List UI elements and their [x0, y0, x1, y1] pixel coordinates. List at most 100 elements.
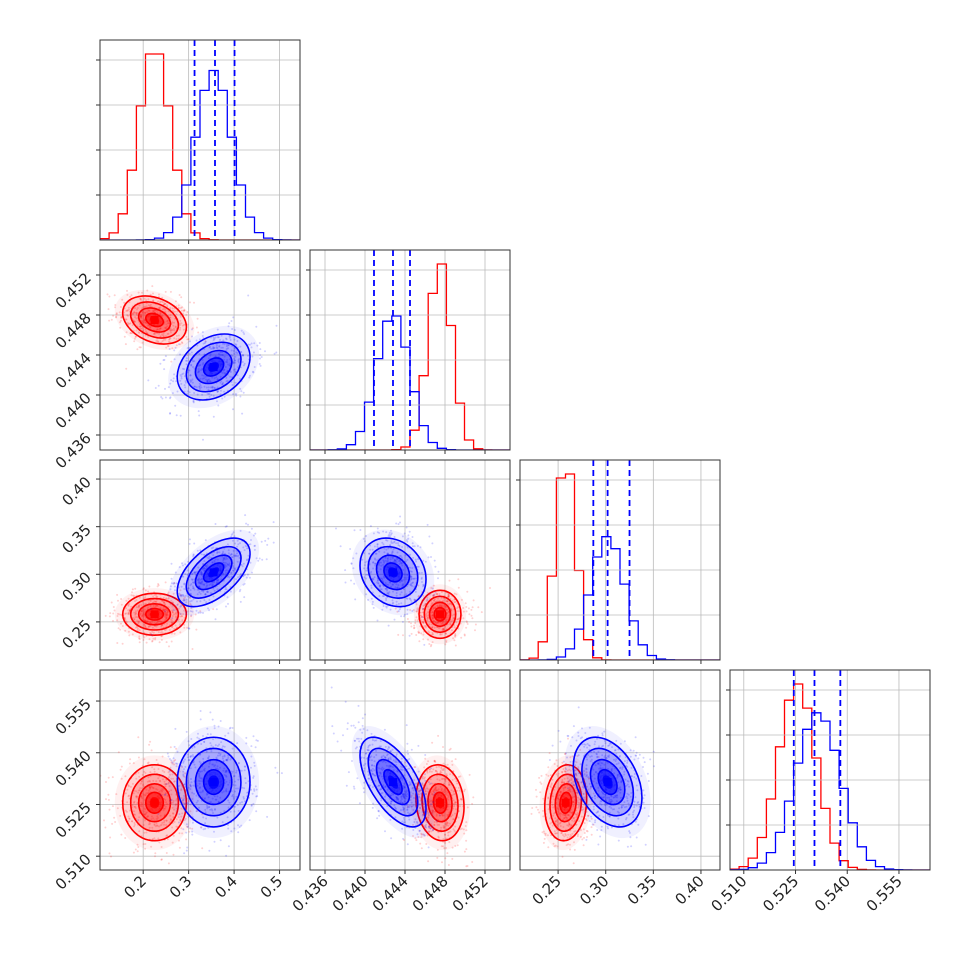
- scatter-point: [413, 545, 416, 548]
- scatter-point: [226, 563, 229, 565]
- scatter-point: [266, 815, 269, 818]
- scatter-point: [387, 547, 390, 550]
- scatter-point: [400, 602, 403, 605]
- scatter-point: [170, 793, 173, 796]
- scatter-point: [426, 616, 429, 619]
- scatter-point: [180, 595, 183, 598]
- scatter-point: [164, 396, 167, 399]
- scatter-point: [225, 376, 228, 379]
- scatter-point: [140, 317, 143, 320]
- scatter-point: [113, 294, 116, 297]
- scatter-point: [183, 583, 186, 586]
- scatter-point: [208, 598, 211, 601]
- scatter-point: [210, 583, 212, 585]
- scatter-point: [157, 620, 159, 623]
- scatter-point: [193, 360, 196, 363]
- panel-3-1: [309, 669, 511, 874]
- scatter-point: [194, 571, 196, 573]
- scatter-point: [380, 588, 383, 591]
- scatter-point: [230, 571, 233, 574]
- scatter-point: [236, 552, 238, 555]
- scatter-point: [420, 847, 423, 850]
- scatter-point: [155, 600, 158, 603]
- scatter-point: [147, 304, 150, 307]
- scatter-point: [239, 350, 242, 353]
- scatter-point: [386, 557, 389, 560]
- scatter-point: [149, 621, 152, 624]
- scatter-point: [432, 607, 435, 610]
- scatter-point: [126, 321, 129, 324]
- scatter-point: [146, 289, 149, 292]
- scatter-point: [233, 568, 236, 571]
- scatter-point: [131, 324, 134, 327]
- scatter-point: [164, 581, 167, 584]
- scatter-point: [219, 338, 221, 341]
- scatter-point: [378, 550, 381, 553]
- scatter-point: [430, 603, 433, 606]
- scatter-point: [142, 588, 145, 591]
- scatter-point: [198, 414, 201, 417]
- tick-label-x: 0.4: [211, 872, 241, 902]
- scatter-point: [221, 383, 224, 386]
- scatter-point: [201, 374, 204, 377]
- scatter-point: [408, 621, 411, 623]
- scatter-point: [125, 612, 128, 615]
- scatter-point: [389, 558, 392, 561]
- scatter-point: [146, 762, 149, 765]
- scatter-point: [167, 386, 170, 389]
- scatter-point: [428, 631, 431, 634]
- scatter-point: [120, 777, 123, 780]
- scatter-point: [133, 805, 136, 808]
- scatter-point: [242, 354, 244, 357]
- scatter-point: [376, 579, 379, 582]
- scatter-point: [133, 337, 136, 340]
- scatter-point: [151, 620, 154, 623]
- scatter-point: [162, 609, 165, 612]
- scatter-point: [160, 635, 163, 638]
- scatter-point: [152, 299, 155, 302]
- scatter-point: [432, 617, 435, 619]
- scatter-point: [429, 645, 432, 648]
- scatter-point: [433, 594, 436, 597]
- scatter-point: [153, 333, 155, 336]
- scatter-point: [151, 626, 154, 629]
- scatter-point: [390, 533, 393, 536]
- scatter-point: [401, 580, 404, 582]
- scatter-point: [139, 325, 142, 328]
- scatter-point: [409, 598, 412, 601]
- scatter-point: [209, 353, 212, 356]
- scatter-point: [421, 615, 423, 618]
- scatter-point: [437, 621, 440, 624]
- scatter-point: [417, 595, 420, 598]
- scatter-point: [420, 576, 423, 579]
- scatter-point: [378, 584, 381, 587]
- scatter-point: [141, 615, 143, 618]
- scatter-point: [156, 595, 159, 598]
- scatter-point: [414, 590, 417, 593]
- scatter-point: [206, 584, 209, 587]
- scatter-point: [127, 611, 130, 614]
- scatter-point: [451, 614, 454, 617]
- scatter-point: [116, 807, 119, 810]
- scatter-point: [144, 328, 147, 331]
- scatter-point: [205, 378, 207, 381]
- scatter-point: [373, 545, 376, 548]
- scatter-point: [174, 325, 177, 328]
- scatter-point: [177, 334, 180, 337]
- scatter-point: [358, 802, 361, 805]
- scatter-point: [138, 332, 141, 334]
- panel-1-0: [96, 249, 301, 454]
- scatter-point: [471, 606, 474, 609]
- scatter-point: [449, 622, 452, 624]
- scatter-point: [139, 613, 142, 616]
- scatter-point: [153, 332, 156, 335]
- scatter-point: [170, 789, 173, 792]
- scatter-point: [223, 368, 226, 371]
- scatter-point: [208, 395, 211, 398]
- scatter-point: [219, 375, 222, 378]
- contour-line: [433, 606, 447, 622]
- scatter-point: [215, 581, 218, 584]
- scatter-point: [218, 345, 221, 348]
- scatter-point: [154, 332, 157, 335]
- scatter-point: [232, 566, 235, 569]
